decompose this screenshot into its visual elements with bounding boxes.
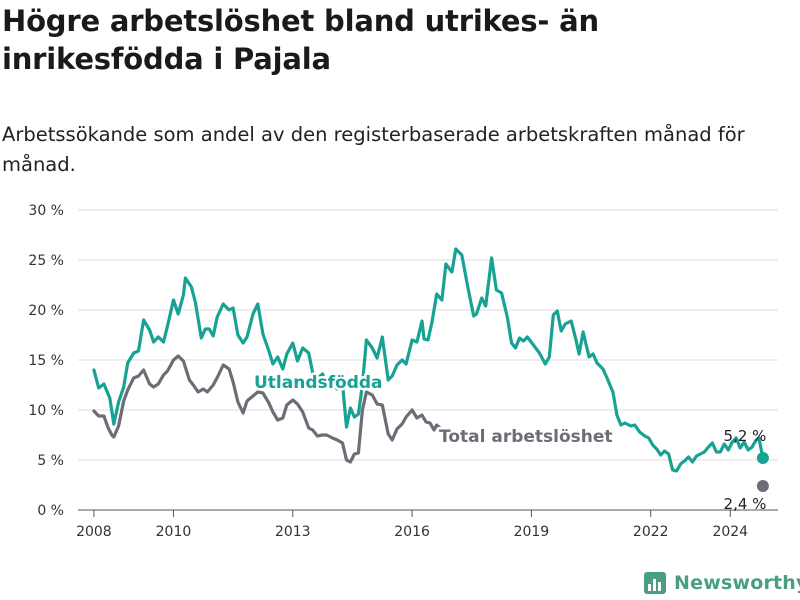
x-tick-label: 2022 (633, 524, 669, 540)
series-label-total: Total arbetslöshet (439, 427, 613, 447)
bar-chart-logo-icon (644, 572, 666, 594)
x-tick-label: 2024 (712, 524, 748, 540)
end-marker-total (756, 480, 769, 492)
brand-logo: Newsworthy (644, 568, 800, 598)
brand-name: Newsworthy (674, 572, 800, 594)
y-tick-label: 25 % (28, 253, 64, 269)
x-tick-label: 2016 (394, 524, 430, 540)
x-tick-label: 2013 (275, 524, 311, 540)
y-tick-label: 20 % (28, 303, 64, 319)
end-marker-utlandsfodda (756, 452, 769, 464)
y-tick-label: 15 % (28, 353, 64, 369)
series-line-total (92, 354, 442, 464)
x-tick-label: 2010 (156, 524, 192, 540)
series-label-utlandsfodda: Utlandsfödda (254, 373, 383, 393)
series-line-utlandsfodda (92, 247, 765, 473)
y-tick-label: 5 % (37, 453, 64, 469)
x-tick-label: 2019 (514, 524, 550, 540)
y-tick-label: 10 % (28, 403, 64, 419)
end-value-label-utlandsfodda: 5,2 % (724, 427, 767, 445)
end-value-label-total: 2,4 % (724, 495, 767, 513)
chart-subtitle: Arbetssökande som andel av den registerb… (2, 123, 745, 176)
y-tick-label: 30 % (28, 203, 64, 219)
x-tick-label: 2008 (76, 524, 112, 540)
chart-title: Högre arbetslöshet bland utrikes- än inr… (2, 4, 599, 76)
y-tick-label: 0 % (37, 503, 64, 519)
